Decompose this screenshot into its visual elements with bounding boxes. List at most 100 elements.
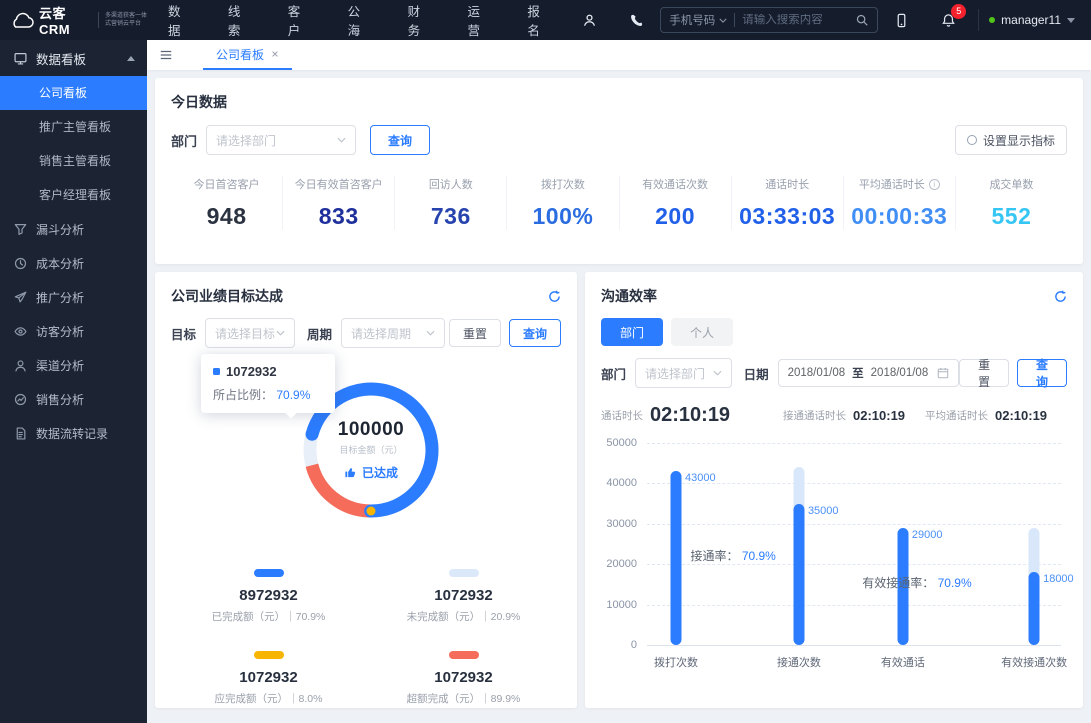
sidebar-subitem[interactable]: 公司看板 (0, 76, 147, 110)
logo: 云客CRM 多渠道获客一体 式营销云平台 (0, 3, 147, 37)
stat-label: 回访人数 (395, 176, 506, 192)
nav-divider (978, 9, 980, 31)
promote-icon (14, 291, 27, 304)
call-phone-icon[interactable] (613, 13, 660, 28)
target-donut-chart: 1072932 所占比例： 70.9% 100000 (171, 352, 561, 560)
refresh-icon[interactable] (1054, 290, 1067, 303)
mobile-icon[interactable] (878, 13, 925, 28)
legend-item: 1072932 超额完成（元）｜89.9% (366, 648, 561, 706)
close-icon[interactable] (271, 50, 279, 58)
today-panel: 今日数据 部门 请选择部门 查询 设置显示指标 今日首咨客户 948 今日有效首咨客… (155, 78, 1083, 264)
dept-person-toggle: 部门 个人 (601, 318, 1067, 346)
date-range-picker[interactable]: 2018/01/08 至 2018/01/08 (777, 359, 960, 387)
sidebar-item[interactable]: 渠道分析 (0, 348, 147, 382)
clock-icon (14, 257, 27, 270)
legend-caption: 超额完成（元）｜89.9% (406, 693, 521, 705)
dept-label: 部门 (171, 133, 198, 149)
display-settings-button[interactable]: 设置显示指标 (954, 125, 1067, 155)
comm-title: 沟通效率 (601, 288, 657, 304)
user-menu[interactable]: manager11 (989, 13, 1091, 27)
nav-menu-item[interactable]: 客户 (287, 5, 301, 38)
legend-swatch (213, 368, 220, 375)
today-stat: 今日首咨客户 948 (171, 176, 282, 230)
dept-select[interactable]: 请选择部门 (206, 125, 357, 155)
sidebar-item[interactable]: 推广分析 (0, 280, 147, 314)
bar-chart-plot: 43000 拨打次数 35000 接通次数 29000 有效通话 18000 有效接通次数 接通… (647, 443, 1074, 669)
sidebar-item[interactable]: 销售分析 (0, 382, 147, 416)
sidebar-item-label: 漏斗分析 (36, 222, 85, 237)
today-query-button[interactable]: 查询 (370, 125, 431, 155)
stat-value: 833 (318, 203, 359, 229)
sidebar-subitem[interactable]: 销售主管看板 (39, 154, 112, 168)
nav-menu-item[interactable]: 公海 (347, 5, 361, 38)
stat-value: 736 (430, 203, 471, 229)
stat-label-text: 今日首咨客户 (193, 179, 260, 191)
chevron-down-icon (713, 370, 722, 376)
sidebar-item[interactable]: 访客分析 (0, 314, 147, 348)
stat-label-text: 平均通话时长 (858, 179, 925, 191)
goal-label: 目标 (171, 327, 197, 342)
period-select[interactable]: 请选择周期 (341, 318, 446, 348)
target-panel: 公司业绩目标达成 目标 请选择目标 周期 请选择周期 (155, 272, 577, 708)
nav-menu-item[interactable]: 运营 (467, 5, 480, 38)
toggle-dept-button[interactable]: 部门 (601, 318, 664, 346)
sidebar-items: 漏斗分析成本分析推广分析访客分析 渠道分析 销售分析数据流转记录 (0, 212, 147, 450)
legend-item: 1072932 未完成额（元）｜20.9% (366, 566, 561, 624)
tab-company-dashboard[interactable]: 公司看板 (203, 40, 293, 70)
bar (670, 471, 682, 645)
chevron-down-icon (276, 330, 285, 336)
legend-swatch (253, 651, 284, 659)
comm-reset-button[interactable]: 重置 (959, 358, 1010, 389)
nav-menu-item[interactable]: 线索 (227, 5, 241, 38)
sidebar-item[interactable]: 数据流转记录 (0, 416, 147, 450)
legend-swatch (448, 569, 479, 577)
sidebar-item[interactable]: 成本分析 (0, 246, 147, 280)
comm-query-button[interactable]: 查询 (1017, 358, 1067, 389)
goal-select[interactable]: 请选择目标 (205, 318, 296, 348)
comm-stat-value: 02:10:19 (853, 408, 906, 423)
chevron-down-icon (719, 18, 727, 23)
sidebar-collapse-icon[interactable] (147, 48, 185, 62)
comm-stat-label: 接通通话时长 (783, 410, 846, 422)
content: 今日数据 部门 请选择部门 查询 设置显示指标 今日首咨客户 948 今日有效首咨客… (147, 70, 1091, 716)
bar (793, 503, 805, 645)
sidebar-item-label: 数据流转记录 (36, 426, 109, 441)
target-query-button[interactable]: 查询 (508, 319, 561, 347)
comm-stat-value: 02:10:19 (995, 408, 1048, 423)
comm-dept-select[interactable]: 请选择部门 (635, 358, 732, 388)
legend-item: 8972932 已完成额（元）｜70.9% (171, 566, 366, 624)
communication-panel: 沟通效率 部门 个人 部门 请选择部门 日期 2018/01/08 至 (585, 272, 1083, 708)
nav-menu-item[interactable]: 数据 (168, 5, 181, 38)
nav-menu: 数据 线索 客户 公海 财务 运营 报名 (147, 0, 566, 40)
sidebar-item[interactable]: 漏斗分析 (0, 212, 147, 246)
nav-menu-item[interactable]: 财务 (407, 5, 421, 38)
annotation-value: 70.9% (741, 549, 776, 563)
refresh-icon[interactable] (548, 290, 561, 303)
target-reset-button[interactable]: 重置 (448, 319, 501, 347)
search-input[interactable] (742, 14, 856, 26)
today-stat: 成交单数 552 (954, 176, 1067, 230)
contacts-person-icon[interactable] (566, 13, 613, 28)
record-icon (14, 426, 27, 440)
legend-swatch (253, 569, 284, 577)
y-tick-label: 30000 (606, 517, 637, 530)
main-area: 公司看板 今日数据 部门 请选择部门 查询 设置显示指标 今日首咨客户 (147, 40, 1091, 723)
chevron-down-icon (337, 137, 346, 143)
gridline (647, 443, 1061, 444)
search-category-select[interactable]: 手机号码 (669, 12, 727, 28)
legend-value: 1072932 (434, 669, 493, 686)
sidebar-subitem[interactable]: 推广主管看板 (39, 120, 112, 134)
bar-chart-y-axis: 0 10000 20000 30000 40000 50000 (601, 437, 641, 651)
sidebar-item-label: 成本分析 (36, 256, 85, 271)
stat-value: 948 (206, 203, 247, 229)
toggle-person-button[interactable]: 个人 (671, 318, 734, 346)
comm-stat: 通话时长 02:10:19 (601, 404, 783, 427)
visitor-icon (14, 325, 27, 338)
sidebar-item-label: 推广分析 (36, 290, 85, 305)
sidebar-group-data-dashboard[interactable]: 数据看板 (0, 40, 147, 76)
sidebar-subitem[interactable]: 客户经理看板 (39, 188, 112, 202)
nav-menu-item[interactable]: 报名 (527, 5, 540, 38)
notifications-button[interactable]: 5 (925, 3, 972, 28)
bar-value-label: 43000 (684, 472, 716, 485)
search-icon[interactable] (855, 13, 869, 27)
